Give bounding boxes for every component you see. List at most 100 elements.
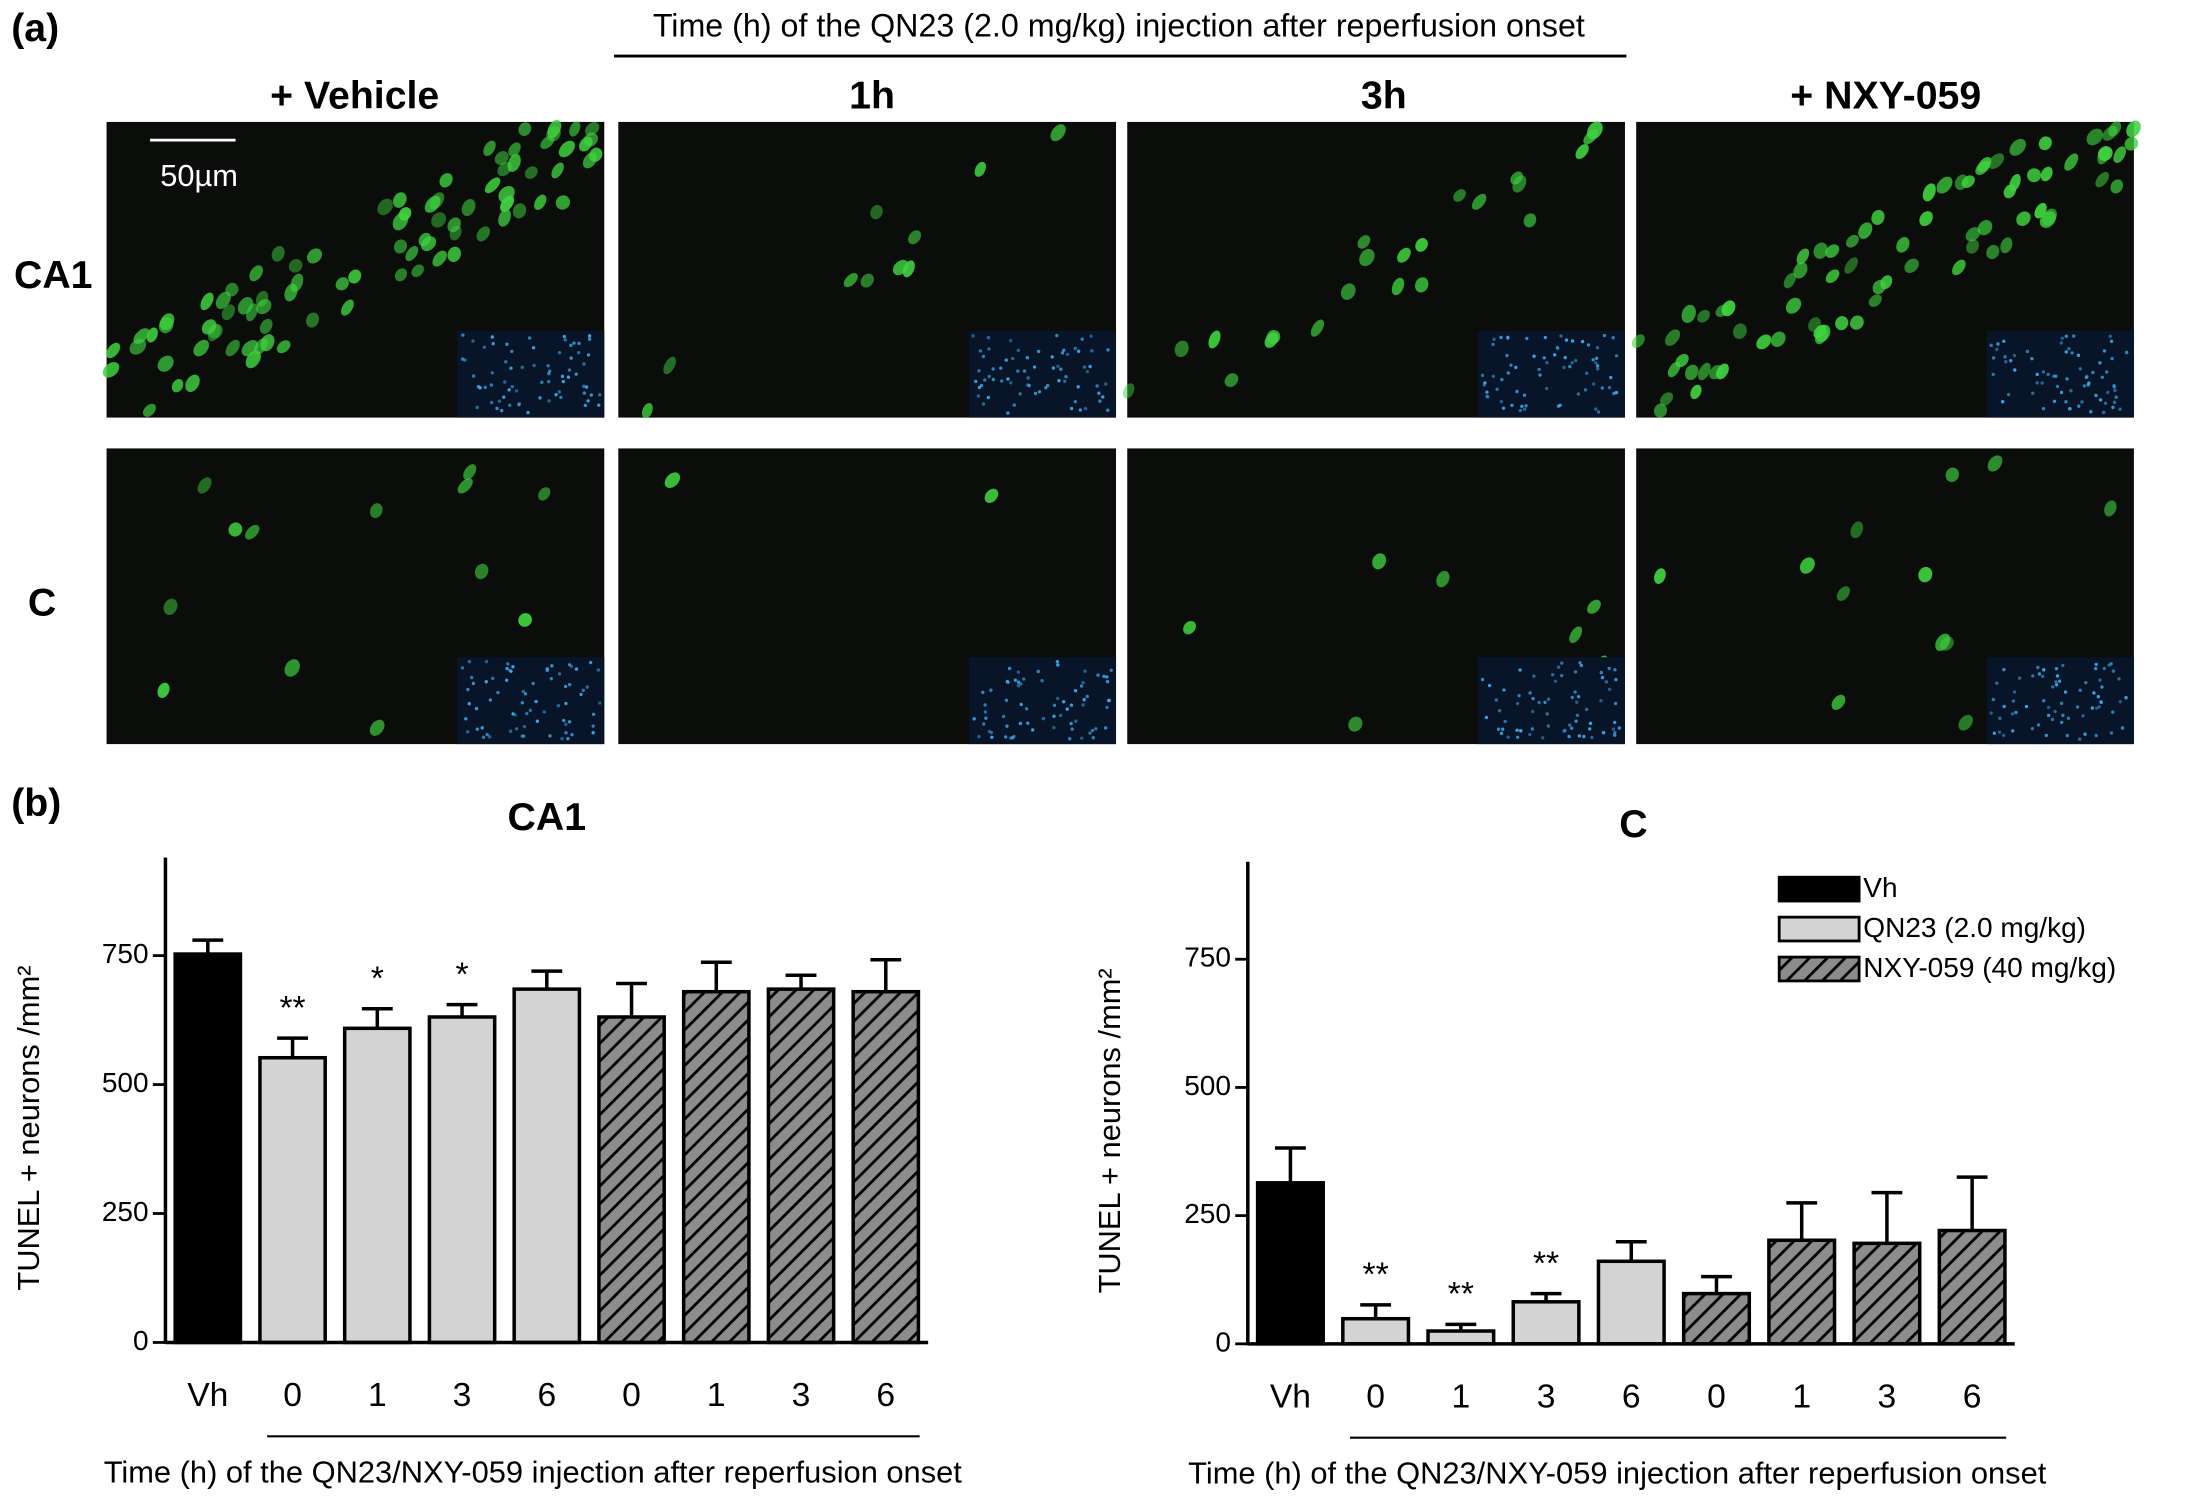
nucleus <box>2024 704 2029 709</box>
nucleus <box>2117 677 2121 681</box>
nucleus <box>1519 729 1523 733</box>
nucleus <box>2112 400 2117 404</box>
nucleus <box>2120 726 2125 730</box>
nucleus <box>1553 679 1558 683</box>
cell <box>1690 384 1702 400</box>
nucleus <box>1094 727 1098 731</box>
nucleus <box>1613 668 1617 672</box>
nucleus <box>508 403 512 407</box>
nucleus <box>1056 663 1060 667</box>
nucleus <box>2057 679 2062 683</box>
nucleus <box>596 668 601 672</box>
nucleus <box>1016 684 1021 688</box>
nucleus <box>2035 381 2039 385</box>
nucleus <box>2046 713 2051 718</box>
nucleus <box>1011 735 1015 740</box>
cell <box>984 488 999 503</box>
micrograph <box>102 119 605 418</box>
nucleus <box>1492 337 1496 342</box>
nucleus <box>483 385 487 390</box>
cell <box>158 317 174 334</box>
cell <box>245 303 258 322</box>
nucleus <box>2083 732 2087 736</box>
nucleus <box>1998 716 2002 720</box>
nucleus <box>2050 717 2055 722</box>
nucleus <box>2094 393 2098 398</box>
nucleus <box>1499 731 1504 736</box>
nucleus <box>598 701 602 705</box>
nucleus <box>464 717 468 721</box>
nucleus <box>1105 679 1110 684</box>
nucleus <box>1070 727 1074 731</box>
nucleus <box>2078 688 2082 692</box>
nucleus <box>2009 359 2013 363</box>
nucleus <box>1614 354 1619 358</box>
nucleus <box>2118 699 2122 704</box>
nucleus <box>1019 682 1023 686</box>
bar <box>173 952 243 1345</box>
cell <box>1808 317 1821 332</box>
nucleus <box>2037 672 2042 676</box>
cell <box>2110 179 2124 194</box>
x-tick-label: 3 <box>453 1377 472 1414</box>
inset <box>1986 330 2134 418</box>
nucleus <box>1582 734 1586 739</box>
cell <box>429 192 445 210</box>
nucleus <box>1560 673 1564 678</box>
nucleus <box>460 666 465 670</box>
cell <box>1936 176 1953 194</box>
x-tick-label: 3 <box>1537 1378 1556 1415</box>
nucleus <box>1006 411 1010 415</box>
nucleus <box>2068 407 2072 411</box>
nucleus <box>567 663 572 667</box>
cell <box>1587 121 1603 140</box>
nucleus <box>986 336 991 340</box>
x-tick-label: 1 <box>368 1377 387 1414</box>
nucleus <box>1001 714 1006 719</box>
nucleus <box>2010 712 2015 716</box>
nucleus <box>1992 731 1997 735</box>
nucleus <box>1078 408 1083 412</box>
nucleus <box>505 666 509 671</box>
inset <box>1477 330 1625 418</box>
nucleus <box>1487 683 1492 688</box>
nucleus <box>1570 726 1574 730</box>
cell <box>1575 144 1589 159</box>
nucleus <box>495 406 499 411</box>
nucleus <box>538 396 542 400</box>
nucleus <box>1026 376 1030 380</box>
nucleus <box>587 334 592 338</box>
nucleus <box>1091 736 1096 740</box>
nucleus <box>1494 698 1499 702</box>
nucleus <box>2096 694 2101 699</box>
nucleus <box>2072 334 2076 338</box>
cell <box>449 225 462 241</box>
nucleus <box>560 736 564 741</box>
nucleus <box>2084 375 2088 380</box>
nucleus <box>1611 727 1616 731</box>
nucleus <box>2002 704 2006 709</box>
cell <box>288 258 303 273</box>
nucleus <box>1522 393 1527 397</box>
cell <box>142 403 156 417</box>
cell <box>2000 237 2013 254</box>
nucleus <box>1531 696 1535 701</box>
nucleus <box>976 394 980 398</box>
nucleus <box>1022 369 1027 373</box>
nucleus <box>990 735 994 739</box>
significance: ** <box>1533 1245 1559 1282</box>
nucleus <box>567 368 572 372</box>
nucleus <box>1032 365 1037 369</box>
cell <box>1965 227 1981 242</box>
panel-label: (b) <box>11 781 61 825</box>
nucleus <box>1499 335 1503 340</box>
nucleus <box>1613 701 1618 706</box>
nucleus <box>545 668 549 672</box>
nucleus <box>2118 407 2122 411</box>
nucleus <box>511 712 515 716</box>
nucleus <box>1050 355 1054 359</box>
cell <box>1415 238 1428 252</box>
inset <box>457 657 605 745</box>
nucleus <box>1501 406 1506 410</box>
nucleus <box>1500 727 1505 731</box>
